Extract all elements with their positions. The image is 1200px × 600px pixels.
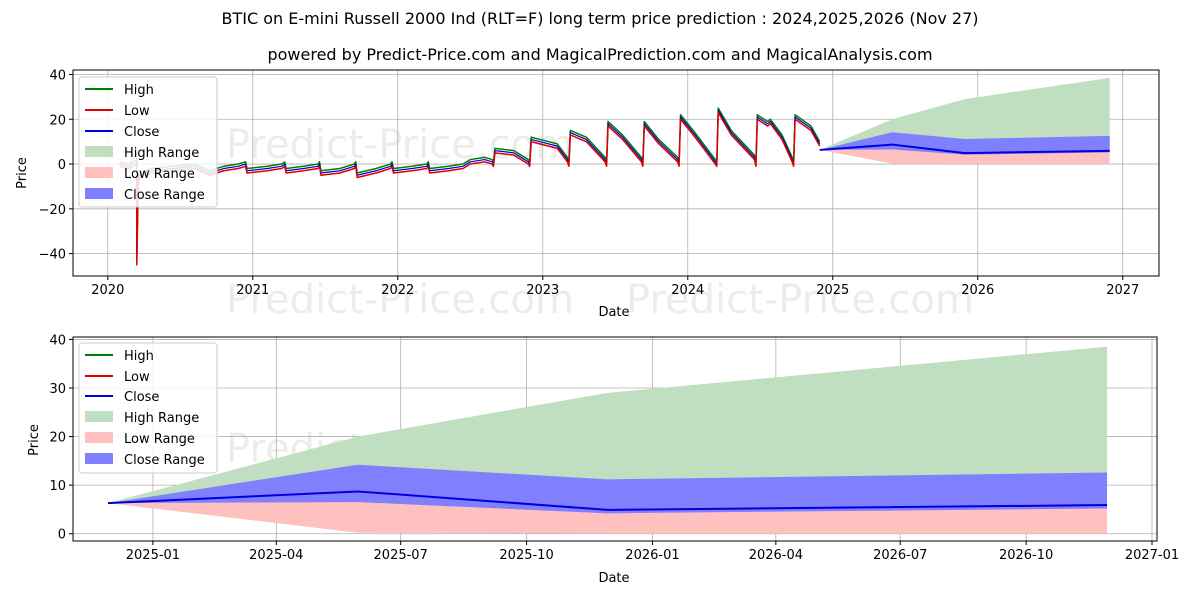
top-x-axis-label: Date: [598, 305, 629, 320]
bottom-x-axis-label: Date: [598, 571, 629, 586]
top-series-lines: [119, 107, 1110, 266]
y-tick-label: −40: [39, 248, 66, 263]
x-tick-label: 2025: [816, 283, 849, 298]
legend-close-label: Close: [124, 125, 159, 140]
watermark-text: Predict-Price.com: [226, 122, 574, 168]
forecast-close-line: [107, 490, 1108, 511]
bottom-axes-frame: [72, 336, 1158, 542]
legend-close-range-label: Close Range: [124, 188, 205, 203]
x-tick-label: 2027: [1106, 283, 1139, 298]
x-tick-label: 2025-07: [374, 548, 428, 563]
top-watermark: Predict-Price.com Predict-Price.com Pred…: [226, 122, 974, 323]
y-tick-label: 20: [49, 431, 66, 446]
close-range-area: [107, 464, 1108, 514]
close-range-area: [819, 132, 1110, 155]
y-tick-label: 40: [49, 333, 66, 348]
top-panel: Predict-Price.com Predict-Price.com Pred…: [15, 68, 1160, 323]
watermark-text: Predict-Price.com: [226, 277, 574, 323]
x-tick-label: 2022: [381, 283, 414, 298]
legend-low-range-swatch: [85, 167, 113, 178]
x-tick-label: 2027-01: [1125, 548, 1179, 563]
y-tick-label: 10: [49, 479, 66, 494]
bottom-range-areas: [107, 346, 1108, 534]
legend-low-range-label: Low Range: [124, 432, 195, 447]
legend-high-range-label: High Range: [124, 146, 199, 161]
legend-low-label: Low: [124, 104, 150, 119]
bottom-series-lines: [107, 490, 1108, 511]
x-tick-label: 2020: [91, 283, 124, 298]
top-axes-frame: [72, 69, 1160, 277]
forecast-close-line: [819, 143, 1110, 155]
legend-high-range-label: High Range: [124, 411, 199, 426]
watermark-text: Predict-Price.com: [626, 277, 974, 323]
bottom-legend: High Low Close High Range Low Range Clos…: [78, 342, 218, 474]
x-tick-label: 2025-01: [126, 548, 180, 563]
x-tick-label: 2024: [671, 283, 704, 298]
top-legend: High Low Close High Range Low Range Clos…: [78, 76, 218, 208]
x-tick-label: 2026-07: [873, 548, 927, 563]
top-y-axis-label: Price: [15, 157, 30, 189]
legend-close-range-label: Close Range: [124, 453, 205, 468]
low-line: [119, 111, 821, 266]
legend-box: [78, 342, 218, 474]
x-tick-label: 2026-04: [749, 548, 803, 563]
legend-low-label: Low: [124, 370, 150, 385]
y-tick-label: 20: [49, 113, 66, 128]
chart-subtitle: powered by Predict-Price.com and Magical…: [267, 45, 933, 64]
x-tick-label: 2021: [236, 283, 269, 298]
legend-box: [78, 76, 218, 208]
x-tick-label: 2025-04: [249, 548, 303, 563]
legend-high-range-swatch: [85, 146, 113, 157]
x-tick-label: 2025-10: [499, 548, 553, 563]
legend-high-label: High: [124, 83, 154, 98]
legend-close-label: Close: [124, 390, 159, 405]
legend-high-range-swatch: [85, 411, 113, 422]
bottom-ticks: 2025-01 2025-04 2025-07 2025-10 2026-01 2026-…: [49, 333, 1179, 563]
legend-close-range-swatch: [85, 453, 113, 464]
bottom-y-axis-label: Price: [27, 424, 42, 456]
top-ticks: 2020 2021 2022 2023 2024 2025 2026 2027 −40 −20 0 2…: [39, 68, 1140, 298]
y-tick-label: 0: [58, 158, 66, 173]
chart-title: BTIC on E-mini Russell 2000 Ind (RLT=F) …: [221, 9, 979, 28]
top-range-areas: [819, 77, 1110, 165]
legend-close-range-swatch: [85, 188, 113, 199]
legend-low-range-swatch: [85, 432, 113, 443]
x-tick-label: 2026: [961, 283, 994, 298]
bottom-panel: Predict-Price.com Predict-Price.com 2025…: [27, 333, 1179, 586]
y-tick-label: 0: [58, 528, 66, 543]
x-tick-label: 2026-10: [999, 548, 1053, 563]
x-tick-label: 2026-01: [625, 548, 679, 563]
legend-high-label: High: [124, 349, 154, 364]
legend-low-range-label: Low Range: [124, 167, 195, 182]
y-tick-label: 40: [49, 68, 66, 83]
y-tick-label: −20: [39, 203, 66, 218]
y-tick-label: 30: [49, 382, 66, 397]
x-tick-label: 2023: [526, 283, 559, 298]
